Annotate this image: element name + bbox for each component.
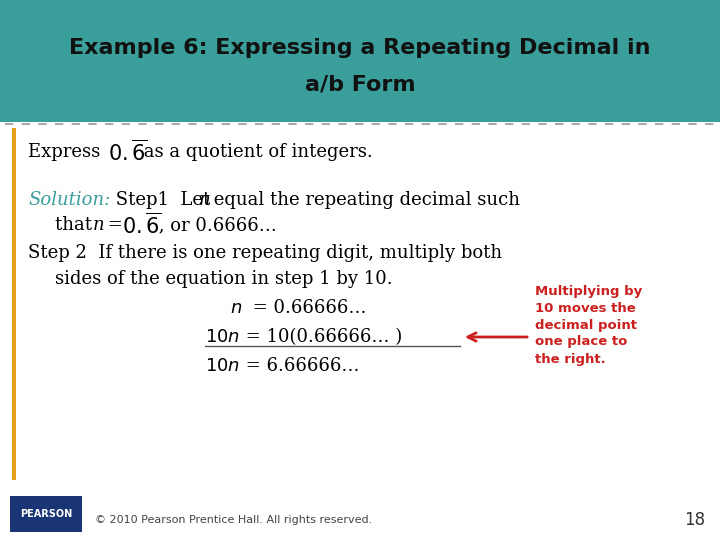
Text: = 10(0.66666… ): = 10(0.66666… ) (240, 328, 402, 346)
Text: as a quotient of integers.: as a quotient of integers. (138, 143, 373, 161)
Text: Step 2  If there is one repeating digit, multiply both: Step 2 If there is one repeating digit, … (28, 244, 502, 262)
Text: that: that (55, 216, 98, 234)
Text: Solution:: Solution: (28, 191, 110, 209)
FancyBboxPatch shape (12, 128, 16, 480)
Text: $10n$: $10n$ (205, 328, 240, 346)
Text: Multiplying by
10 moves the
decimal point
one place to
the right.: Multiplying by 10 moves the decimal poin… (535, 285, 642, 366)
FancyBboxPatch shape (10, 496, 82, 532)
Text: $n$: $n$ (230, 299, 242, 317)
Text: =: = (102, 216, 128, 234)
Text: , or 0.6666…: , or 0.6666… (153, 216, 277, 234)
Text: PEARSON: PEARSON (20, 509, 72, 519)
Text: a/b Form: a/b Form (305, 75, 415, 95)
Text: 18: 18 (684, 511, 705, 529)
Text: $10n$: $10n$ (205, 357, 240, 375)
FancyBboxPatch shape (0, 488, 720, 540)
Text: $0.\overline{6}$: $0.\overline{6}$ (122, 212, 161, 238)
Text: Express: Express (28, 143, 106, 161)
Text: Example 6: Expressing a Repeating Decimal in: Example 6: Expressing a Repeating Decima… (69, 38, 651, 58)
Text: = 0.66666…: = 0.66666… (247, 299, 366, 317)
Text: = 6.66666…: = 6.66666… (240, 357, 359, 375)
Text: © 2010 Pearson Prentice Hall. All rights reserved.: © 2010 Pearson Prentice Hall. All rights… (95, 515, 372, 525)
Text: Step1  Let: Step1 Let (110, 191, 216, 209)
Text: n: n (199, 191, 211, 209)
Text: $0.\overline{6}$: $0.\overline{6}$ (108, 139, 148, 165)
Text: n: n (93, 216, 104, 234)
Text: equal the repeating decimal such: equal the repeating decimal such (208, 191, 520, 209)
FancyBboxPatch shape (0, 0, 720, 122)
Text: sides of the equation in step 1 by 10.: sides of the equation in step 1 by 10. (55, 270, 392, 288)
